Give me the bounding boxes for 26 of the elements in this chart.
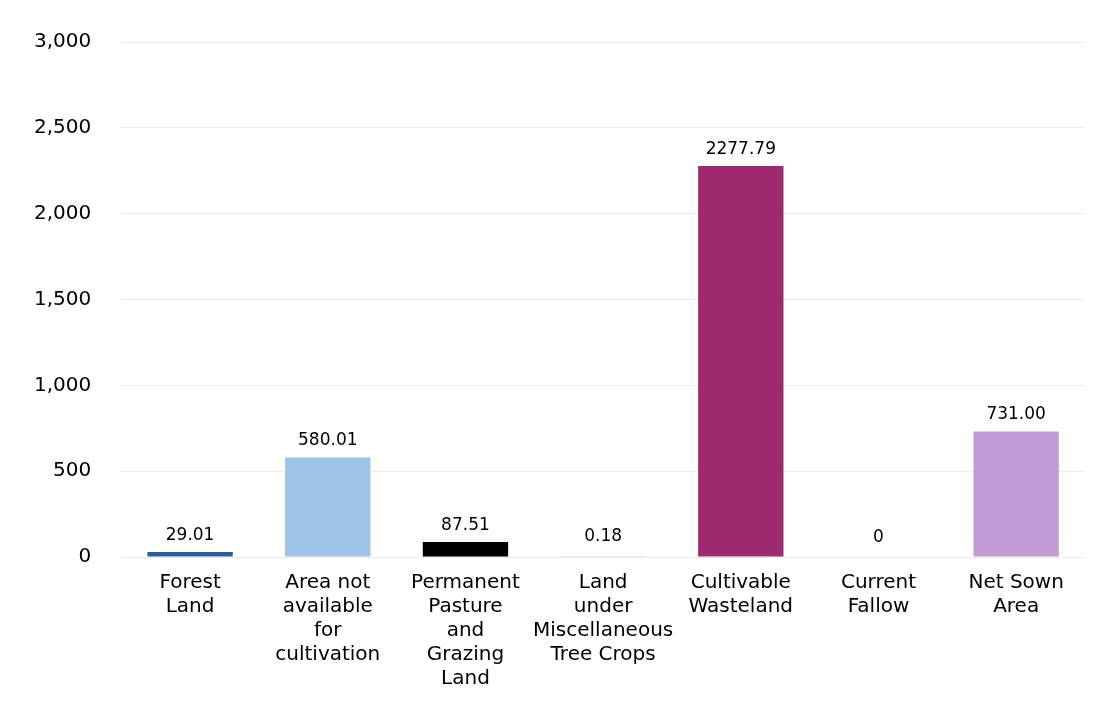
bar [698, 165, 784, 557]
data-label: 2277.79 [705, 137, 776, 158]
x-tick-label: Net Sown Area [968, 569, 1064, 618]
x-tick-label: Permanent Pasture and Grazing Land [411, 569, 520, 690]
x-tick-label: Current Fallow [840, 569, 917, 618]
data-label: 29.01 [165, 523, 215, 544]
x-tick-label: Forest Land [159, 569, 221, 618]
y-tick-label: 1,000 [33, 371, 92, 396]
bar [147, 552, 233, 557]
bar [422, 541, 509, 557]
data-label: 731.00 [986, 403, 1046, 424]
y-tick-label: 2,500 [33, 114, 92, 139]
bar [973, 431, 1059, 557]
data-label: 580.01 [298, 429, 358, 450]
data-label: 0 [873, 525, 884, 546]
y-tick-label: 3,000 [33, 28, 92, 53]
y-tick-label: 0 [78, 543, 92, 568]
data-label: 87.51 [441, 513, 490, 534]
y-tick-label: 1,500 [33, 285, 92, 310]
bar [285, 457, 371, 557]
data-label: 0.18 [584, 525, 623, 546]
x-tick-label: Area not available for cultivation [275, 569, 381, 666]
y-tick-label: 500 [53, 457, 92, 482]
x-tick-label: Land under Miscellaneous Tree Crops [533, 569, 674, 666]
x-tick-label: Cultivable Wasteland [688, 569, 794, 618]
y-tick-label: 2,000 [33, 199, 92, 224]
